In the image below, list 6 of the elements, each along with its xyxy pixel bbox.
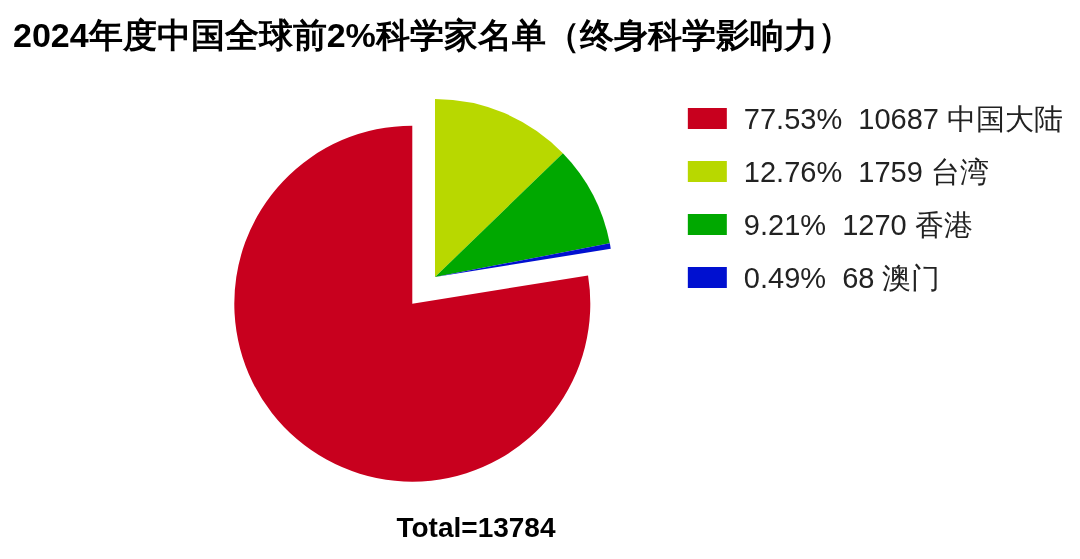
legend-label: 77.53% 10687 中国大陆 [743, 102, 1063, 135]
chart-title: 2024年度中国全球前2%科学家名单（终身科学影响力） [13, 16, 852, 54]
legend-label: 9.21% 1270 香港 [743, 208, 973, 241]
legend-label: 0.49% 68 澳门 [743, 261, 941, 294]
legend-label: 12.76% 1759 台湾 [743, 155, 989, 188]
text: Total=13784 [396, 511, 556, 543]
